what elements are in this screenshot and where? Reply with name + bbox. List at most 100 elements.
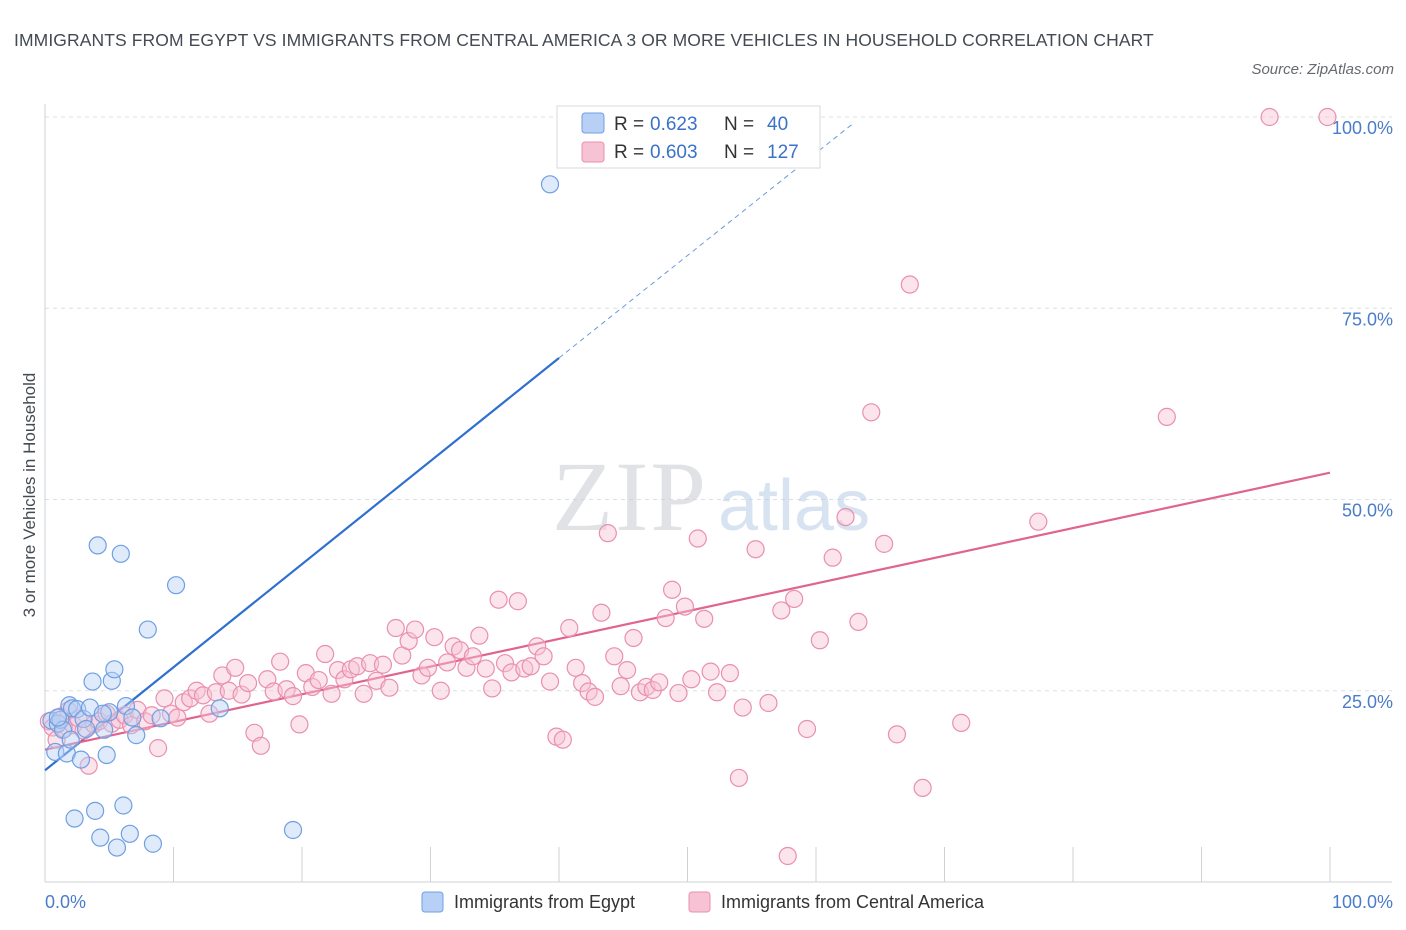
point-central-93 <box>618 660 637 680</box>
point-central-120 <box>875 534 894 553</box>
point-central-62 <box>418 658 438 677</box>
point-central-57 <box>386 618 405 638</box>
point-central-124 <box>952 713 971 732</box>
point-central-69 <box>463 647 483 666</box>
stats-legend: R = 0.623 N = 40 R = 0.603 N = 127 <box>556 105 821 169</box>
legend-swatch-egypt <box>581 112 605 134</box>
point-central-33 <box>232 685 251 704</box>
point-egypt-7 <box>62 699 82 718</box>
legend-r-value-2: 0.603 <box>650 142 698 163</box>
point-central-32 <box>226 658 245 677</box>
point-egypt-24 <box>111 544 130 563</box>
point-central-85 <box>566 658 585 677</box>
point-central-26 <box>187 681 206 700</box>
point-central-41 <box>283 687 303 706</box>
point-central-92 <box>611 677 630 696</box>
point-central-28 <box>200 704 219 723</box>
point-egypt-18 <box>95 720 114 739</box>
point-central-110 <box>746 540 765 559</box>
point-central-34 <box>238 673 258 693</box>
point-central-94 <box>624 628 643 648</box>
point-central-42 <box>290 715 309 734</box>
point-egypt-17 <box>91 828 110 847</box>
watermark-atlas: atlas <box>718 466 870 546</box>
point-central-88 <box>585 687 605 706</box>
point-central-40 <box>277 680 296 699</box>
legend-r-label-1: R = <box>614 114 644 135</box>
point-egypt-30 <box>138 620 157 639</box>
legend-r-label-2: R = <box>614 142 644 163</box>
point-egypt-12 <box>77 719 96 739</box>
gridlines <box>45 116 1392 692</box>
point-central-121 <box>887 725 907 744</box>
point-central-116 <box>823 548 842 567</box>
point-egypt-23 <box>107 838 127 857</box>
point-central-45 <box>309 670 328 690</box>
point-central-100 <box>662 580 682 599</box>
bottom-legend: Immigrants from Egypt Immigrants from Ce… <box>421 891 985 913</box>
legend-n-value-2: 127 <box>767 142 799 163</box>
trend-line-egypt <box>44 357 560 772</box>
point-central-78 <box>521 657 540 676</box>
point-egypt-14 <box>83 672 102 691</box>
watermark: ZIP atlas <box>552 441 870 552</box>
point-central-74 <box>495 654 515 673</box>
point-central-20 <box>148 739 168 758</box>
point-central-84 <box>560 618 579 638</box>
point-central-107 <box>707 683 727 702</box>
point-egypt-37 <box>61 730 80 749</box>
y-tick-label-1: 50.0% <box>1342 501 1393 521</box>
point-central-89 <box>592 603 611 622</box>
point-central-114 <box>797 719 817 739</box>
point-central-91 <box>605 647 624 666</box>
point-central-103 <box>682 670 701 689</box>
chart-title: IMMIGRANTS FROM EGYPT VS IMMIGRANTS FROM… <box>14 30 1154 50</box>
point-central-44 <box>303 677 322 697</box>
point-central-115 <box>810 631 829 650</box>
point-egypt-33 <box>166 576 186 595</box>
point-central-83 <box>553 730 572 749</box>
watermark-zip: ZIP <box>552 441 708 552</box>
point-egypt-39 <box>93 704 112 723</box>
point-central-72 <box>483 679 502 698</box>
trend-lines <box>44 121 1331 772</box>
point-egypt-34 <box>210 699 229 718</box>
point-central-122 <box>900 275 919 294</box>
point-egypt-31 <box>143 834 163 853</box>
point-central-105 <box>695 609 714 628</box>
point-central-109 <box>733 698 752 717</box>
y-tick-label-3: 100.0% <box>1332 118 1393 138</box>
point-central-76 <box>508 592 527 611</box>
point-central-112 <box>772 601 791 620</box>
point-egypt-15 <box>86 801 105 820</box>
legend-n-label-1: N = <box>724 114 754 135</box>
y-tick-label-2: 75.0% <box>1342 309 1393 329</box>
point-central-104 <box>688 529 707 548</box>
point-egypt-25 <box>114 796 133 815</box>
point-egypt-38 <box>48 708 67 727</box>
point-central-71 <box>476 659 495 678</box>
point-central-80 <box>534 647 553 666</box>
point-central-117 <box>836 507 855 527</box>
source-label: Source: ZipAtlas.com <box>1251 61 1394 78</box>
point-central-102 <box>675 597 695 616</box>
point-central-21 <box>155 689 174 708</box>
point-central-59 <box>399 631 418 651</box>
point-central-56 <box>380 678 399 697</box>
legend-swatch-central <box>581 141 605 163</box>
point-central-126 <box>1157 407 1176 426</box>
bottom-legend-egypt: Immigrants from Egypt <box>454 892 635 912</box>
legend-n-value-1: 40 <box>767 114 788 135</box>
point-central-113 <box>785 589 804 609</box>
point-central-118 <box>849 612 868 632</box>
point-central-90 <box>598 524 617 543</box>
point-egypt-35 <box>283 820 303 840</box>
point-central-47 <box>322 684 341 703</box>
point-central-79 <box>528 637 547 656</box>
point-central-48 <box>328 660 348 680</box>
legend-n-label-2: N = <box>724 142 754 163</box>
data-points <box>39 107 1337 866</box>
point-egypt-26 <box>116 696 136 716</box>
x-tick-label-1: 100.0% <box>1332 892 1393 912</box>
